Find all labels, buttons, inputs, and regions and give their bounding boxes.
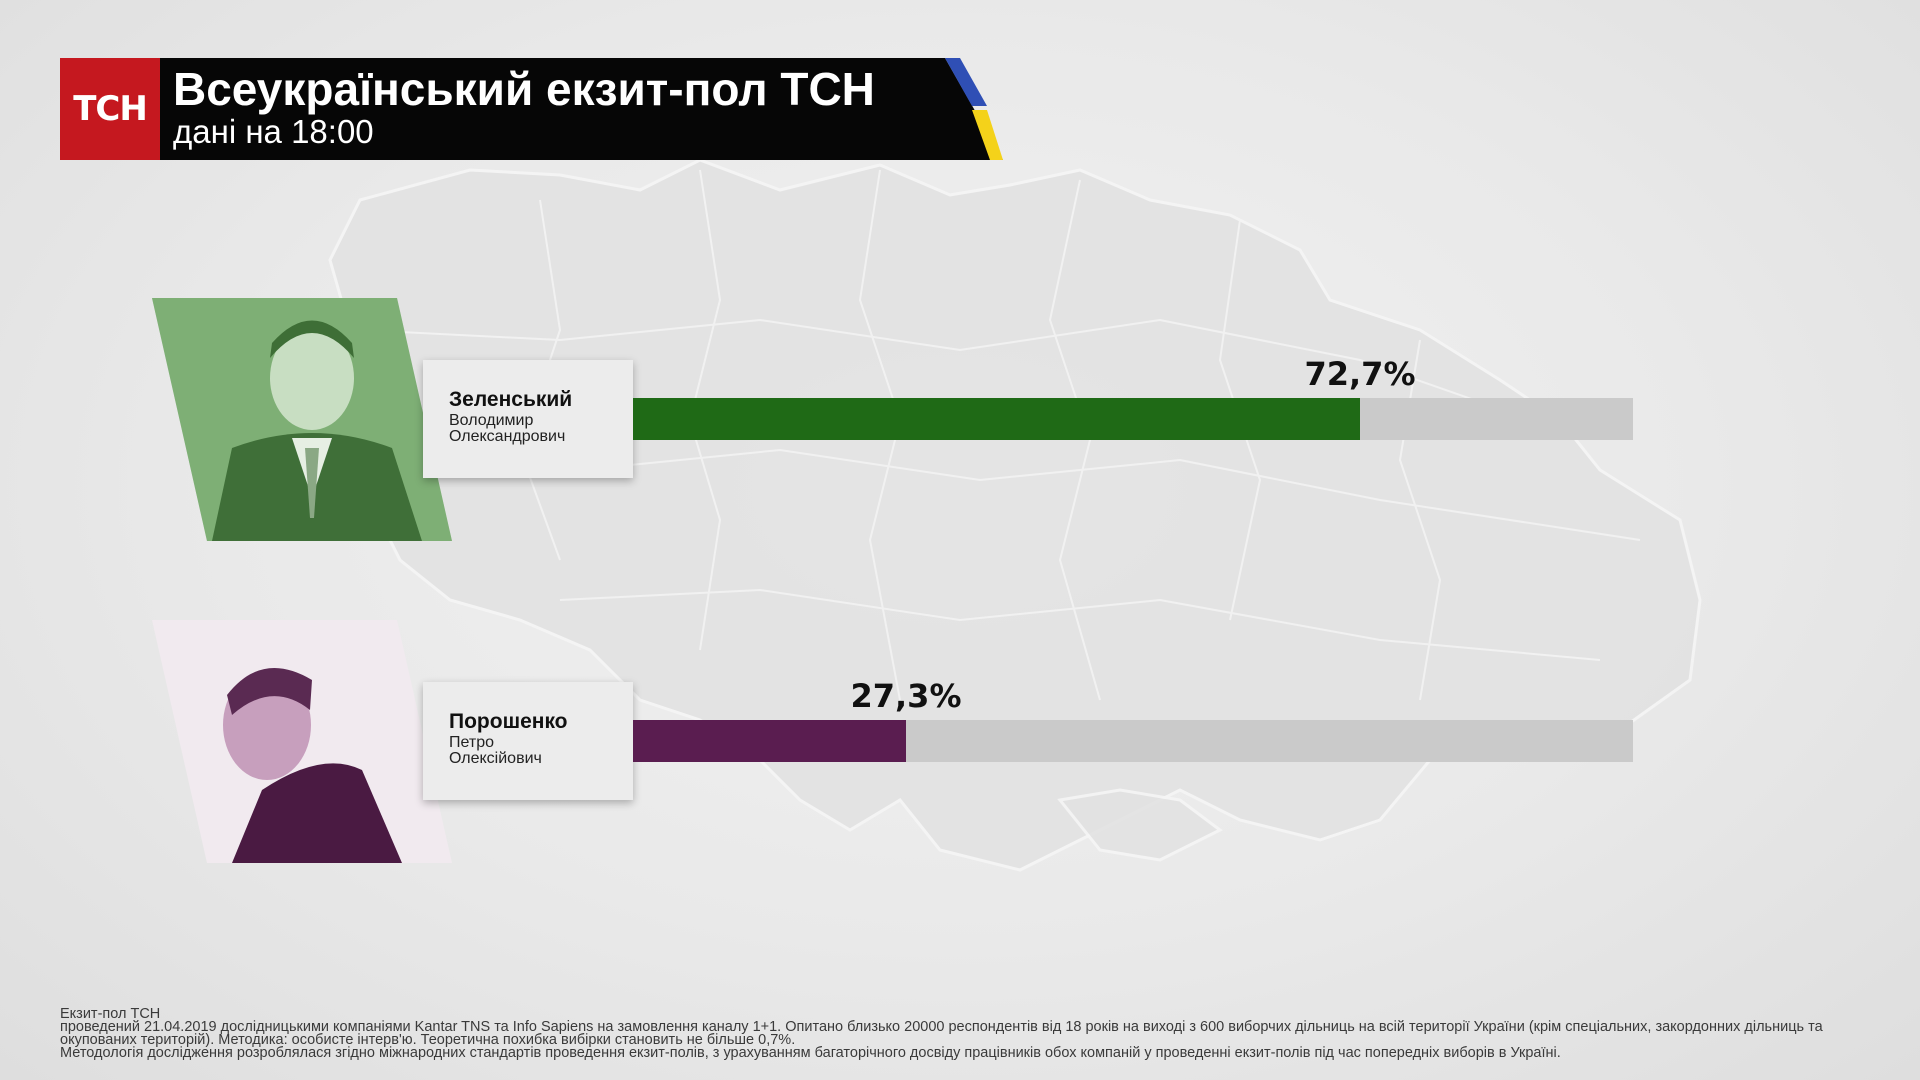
candidate-given-name: Володимир xyxy=(449,412,534,429)
tsn-logo: ТСН xyxy=(60,58,160,160)
footnote-details: проведений 21.04.2019 дослідницькими ком… xyxy=(60,1019,1823,1048)
candidate-patronymic: Олександрович xyxy=(449,428,566,445)
footnote-methodology: Методологія дослідження розроблялася згі… xyxy=(60,1045,1561,1061)
bar-poroshenko xyxy=(633,720,906,762)
page-subtitle: дані на 18:00 xyxy=(173,113,374,150)
candidate-photo-zelensky xyxy=(152,298,452,541)
candidate-card-zelensky: Зеленський Володимир Олександрович xyxy=(423,360,633,478)
candidate-card-poroshenko: Порошенко Петро Олексійович xyxy=(423,682,633,800)
candidate-surname: Порошенко xyxy=(449,710,568,733)
candidate-surname: Зеленський xyxy=(449,388,573,411)
page-title: Всеукраїнський екзит-пол ТСН xyxy=(173,63,875,115)
header-banner: ТСН Всеукраїнський екзит-пол ТСН дані на… xyxy=(60,58,1010,160)
candidate-patronymic: Олексійович xyxy=(449,750,542,767)
tsn-logo-text: ТСН xyxy=(73,89,148,129)
footnote-title: Екзит-пол ТСН xyxy=(60,1006,161,1022)
bar-track-zelensky xyxy=(633,398,1633,440)
bar-value-label-poroshenko: 27,3% xyxy=(850,677,962,715)
flag-stripe-blue xyxy=(945,58,987,106)
bar-track-poroshenko xyxy=(633,720,1633,762)
bar-zelensky xyxy=(633,398,1360,440)
candidate-photo-poroshenko xyxy=(152,620,452,863)
candidate-given-name: Петро xyxy=(449,734,494,751)
bar-value-label-zelensky: 72,7% xyxy=(1304,355,1416,393)
header-background xyxy=(60,58,1003,160)
flag-stripe-yellow xyxy=(972,110,1003,160)
methodology-footnote: Екзит-пол ТСН проведений 21.04.2019 досл… xyxy=(60,1006,1890,1061)
